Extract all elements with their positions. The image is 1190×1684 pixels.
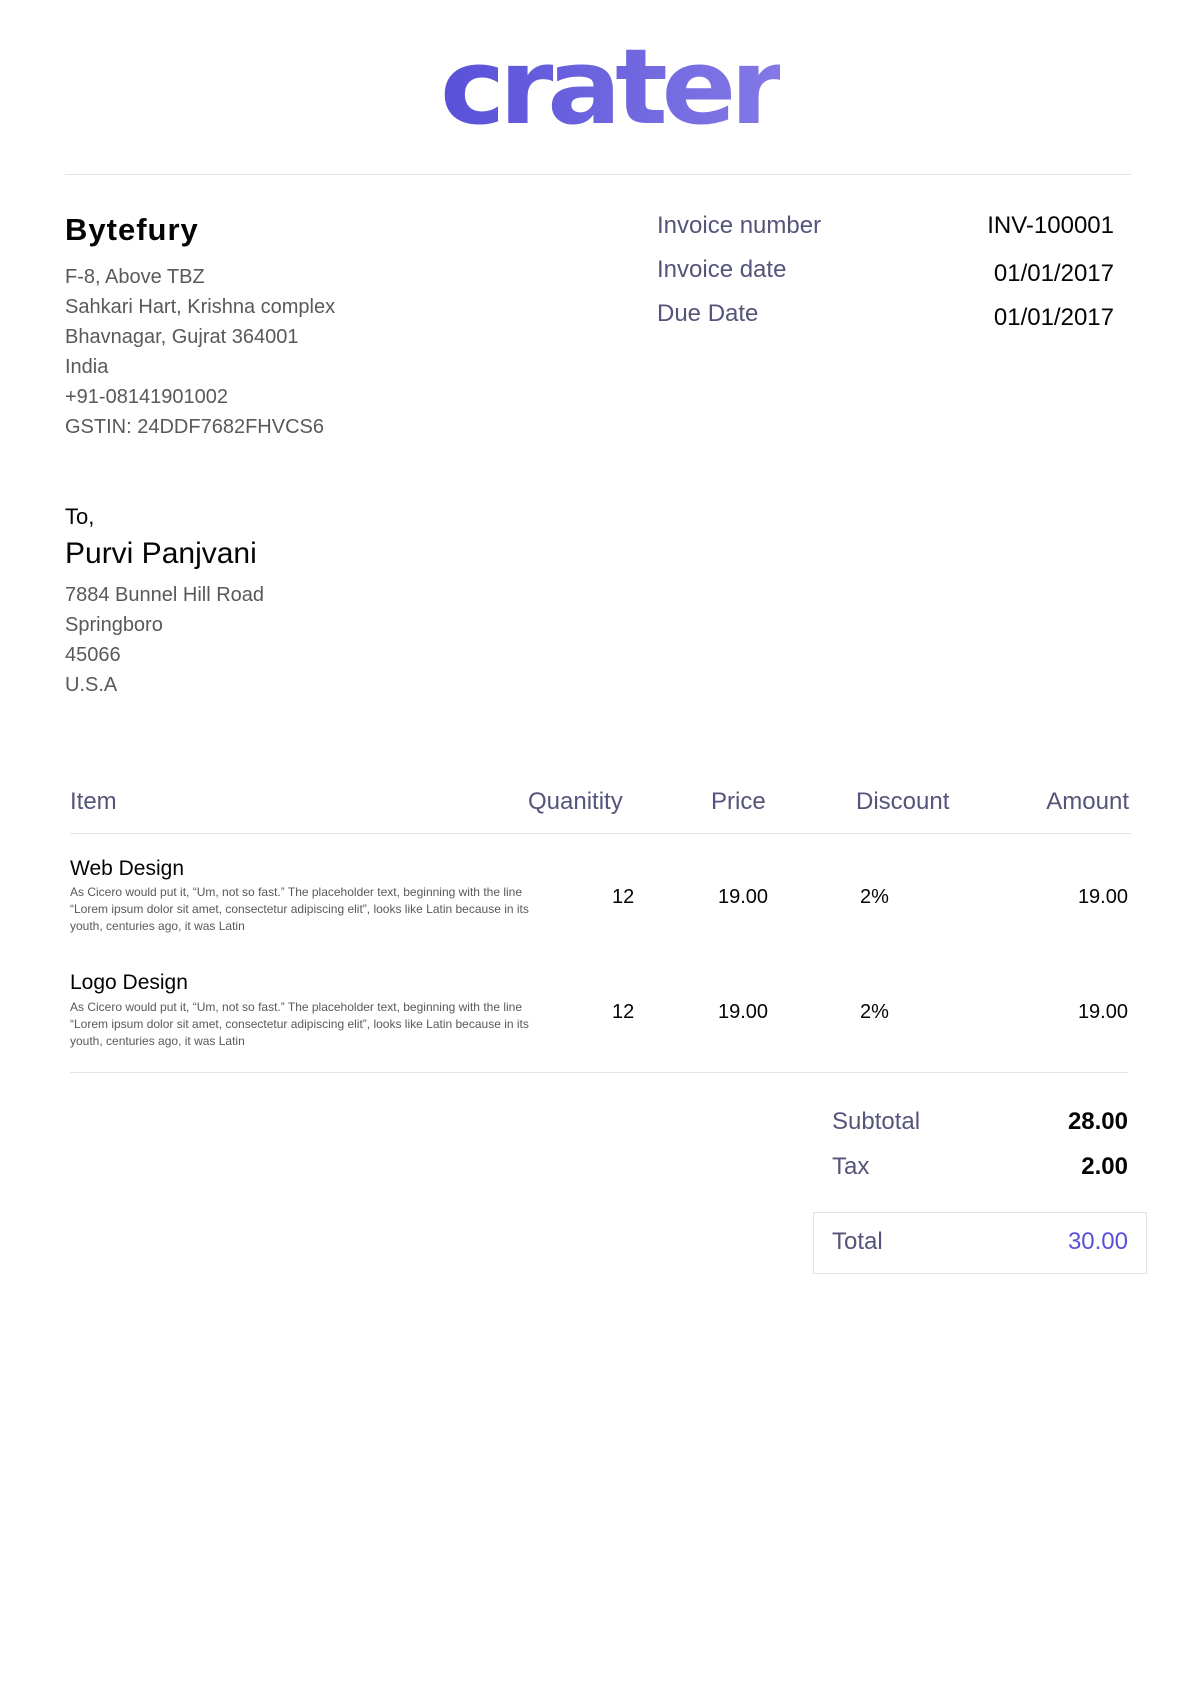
- header-amount: Amount: [1046, 788, 1129, 815]
- invoice-date-value: 01/01/2017: [993, 260, 1114, 287]
- bill-to-prefix: To,: [65, 504, 95, 529]
- item-description: As Cicero would put it, “Um, not so fast…: [70, 1000, 529, 1048]
- address-line: F-8, Above TBZ: [65, 266, 205, 288]
- tax-value: 2.00: [1081, 1153, 1128, 1180]
- table-header-divider: [70, 833, 1131, 834]
- address-line: +91-08141901002: [65, 386, 228, 408]
- subtotal-value: 28.00: [1067, 1108, 1128, 1135]
- header-item: Item: [70, 788, 117, 815]
- header-divider: [65, 174, 1131, 175]
- header-price: Price: [711, 788, 766, 815]
- address-line: Sahkari Hart, Krishna complex: [65, 296, 336, 318]
- invoice-number-label: Invoice number: [657, 212, 822, 239]
- address-line: 45066: [65, 644, 121, 666]
- total-value: 30.00: [1067, 1228, 1128, 1255]
- customer-address: 7884 Bunnel Hill Road Springboro 45066 U…: [65, 580, 264, 700]
- address-line: India: [65, 356, 109, 378]
- item-discount: 2%: [860, 1001, 889, 1023]
- due-date-label: Due Date: [657, 300, 759, 327]
- address-line: Springboro: [65, 614, 163, 636]
- item-amount: 19.00: [1077, 886, 1128, 908]
- crater-logo: crater: [440, 40, 780, 135]
- subtotal-label: Subtotal: [832, 1108, 921, 1135]
- customer-name: Purvi Panjvani: [65, 537, 257, 570]
- table-bottom-divider: [70, 1072, 1128, 1073]
- header-quantity: Quanitity: [528, 788, 623, 815]
- invoice-number-value: INV-100001: [987, 212, 1114, 239]
- address-line: 7884 Bunnel Hill Road: [65, 584, 265, 606]
- total-box: [813, 1212, 1147, 1274]
- invoice-date-label: Invoice date: [657, 256, 787, 283]
- due-date-value: 01/01/2017: [993, 304, 1114, 331]
- address-line: U.S.A: [65, 674, 118, 696]
- item-price: 19.00: [718, 886, 769, 908]
- item-amount: 19.00: [1077, 1001, 1128, 1023]
- item-quantity: 12: [612, 1001, 635, 1023]
- company-name: Bytefury: [65, 212, 199, 247]
- item-name: Web Design: [70, 857, 185, 880]
- address-line: Bhavnagar, Gujrat 364001: [65, 326, 299, 348]
- tax-label: Tax: [832, 1153, 870, 1180]
- svg-text:crater: crater: [440, 40, 780, 135]
- item-description: As Cicero would put it, “Um, not so fast…: [70, 885, 529, 933]
- item-quantity: 12: [612, 886, 635, 908]
- total-label: Total: [832, 1228, 883, 1255]
- header-discount: Discount: [856, 788, 950, 815]
- company-address: F-8, Above TBZ Sahkari Hart, Krishna com…: [65, 262, 335, 442]
- item-price: 19.00: [718, 1001, 769, 1023]
- item-discount: 2%: [860, 886, 889, 908]
- address-line: GSTIN: 24DDF7682FHVCS6: [65, 416, 324, 438]
- item-name: Logo Design: [70, 971, 188, 994]
